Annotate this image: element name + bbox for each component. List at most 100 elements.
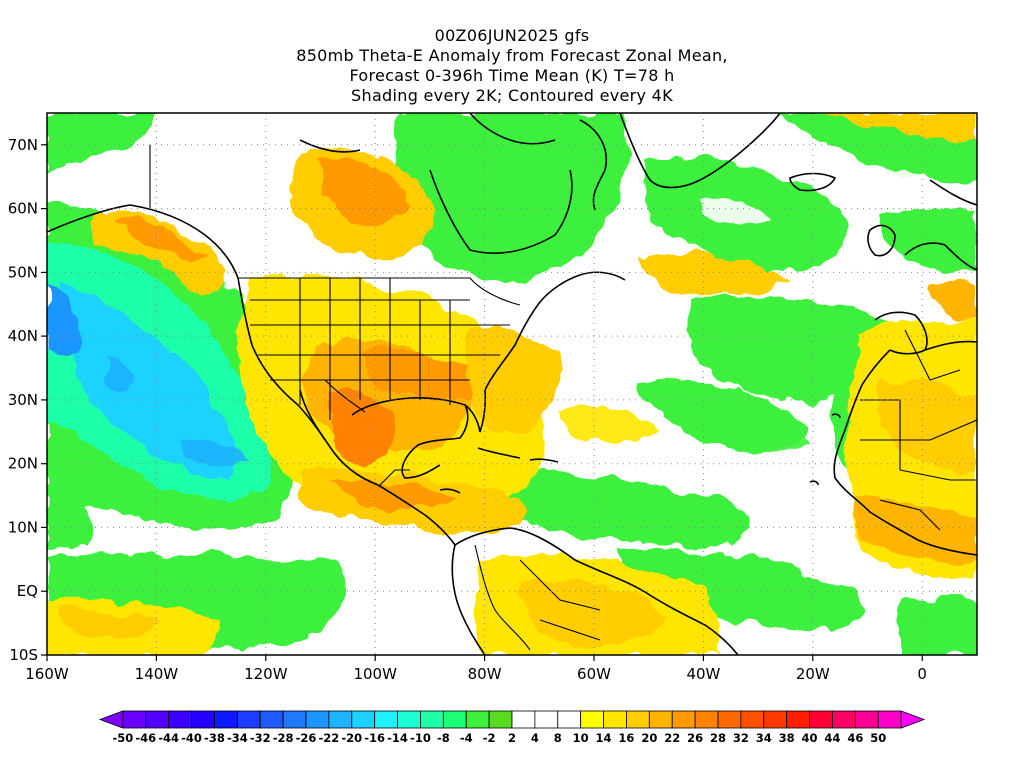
colorbar-label: 10 bbox=[573, 731, 589, 745]
lon-tick-label: 20W bbox=[796, 665, 830, 683]
colorbar-swatch bbox=[786, 710, 810, 729]
colorbar-label: 28 bbox=[710, 731, 726, 745]
colorbar-label: 22 bbox=[664, 731, 680, 745]
colorbar-label: -2 bbox=[483, 731, 496, 745]
political-borders bbox=[149, 145, 977, 651]
lat-tick-label: EQ bbox=[17, 582, 38, 600]
colorbar-swatch bbox=[191, 710, 215, 729]
colorbar-swatch bbox=[626, 710, 650, 729]
colorbar-swatch bbox=[671, 710, 696, 729]
colorbar-label: 44 bbox=[824, 731, 840, 745]
colorbar-swatch bbox=[832, 710, 856, 729]
colorbar-label: -44 bbox=[158, 731, 179, 745]
colorbar-swatch bbox=[557, 710, 582, 729]
colorbar-label: 40 bbox=[802, 731, 818, 745]
colorbar-swatch bbox=[694, 710, 719, 729]
colorbar-label: -16 bbox=[364, 731, 385, 745]
colorbar-labels: -50 -46 -44 -40 -38 -34 -32 -28 -26 -22 -20 -16 -14-… bbox=[112, 731, 886, 745]
lon-tick-label: 0 bbox=[917, 665, 927, 683]
colorbar-label: -34 bbox=[227, 731, 248, 745]
colorbar-label: 8 bbox=[554, 731, 562, 745]
colorbar-swatch bbox=[854, 710, 879, 729]
colorbar-arrow-high bbox=[900, 710, 926, 729]
colorbar-label: -10 bbox=[410, 731, 431, 745]
colorbar-swatch bbox=[397, 710, 421, 729]
lat-tick-label: 20N bbox=[8, 455, 38, 473]
colorbar-swatch bbox=[122, 710, 147, 729]
lon-tick-label: 140W bbox=[135, 665, 179, 683]
colorbar-label: 14 bbox=[596, 731, 612, 745]
lon-tick-label: 120W bbox=[244, 665, 288, 683]
map-title-line-1: 00Z06JUN2025 gfs bbox=[434, 26, 590, 45]
map-title-line-2: 850mb Theta-E Anomaly from Forecast Zona… bbox=[296, 46, 728, 65]
map-title-line-3: Forecast 0-396h Time Mean (K) T=78 h bbox=[349, 66, 675, 85]
map-gridlines bbox=[47, 113, 977, 655]
colorbar-swatch bbox=[488, 710, 513, 729]
colorbar-swatch bbox=[259, 710, 284, 729]
colorbar-label: -32 bbox=[250, 731, 271, 745]
lon-tick-label: 60W bbox=[577, 665, 611, 683]
colorbar-swatch bbox=[420, 710, 444, 729]
colorbar-label: -28 bbox=[273, 731, 294, 745]
lat-tick-label: 10N bbox=[8, 518, 38, 536]
colorbar-label: 38 bbox=[779, 731, 795, 745]
colorbar-swatch bbox=[351, 710, 376, 729]
colorbar-swatch bbox=[168, 710, 192, 729]
lon-tick-label: 160W bbox=[25, 665, 69, 683]
lat-tick-label: 50N bbox=[8, 263, 38, 281]
lon-tick-label: 40W bbox=[686, 665, 720, 683]
colorbar-arrow-low bbox=[98, 710, 124, 729]
colorbar-swatch bbox=[236, 710, 261, 729]
colorbar-swatch bbox=[534, 710, 559, 729]
colorbar-swatch bbox=[717, 710, 742, 729]
colorbar-swatch bbox=[763, 710, 788, 729]
colorbar-label: 26 bbox=[687, 731, 703, 745]
lat-tick-label: 70N bbox=[8, 136, 38, 154]
lat-tick-label: 60N bbox=[8, 200, 38, 218]
colorbar-label: 4 bbox=[531, 731, 539, 745]
colorbar-swatch bbox=[145, 710, 170, 729]
map-title-line-4: Shading every 2K; Contoured every 4K bbox=[351, 86, 673, 105]
colorbar-label: -8 bbox=[437, 731, 450, 745]
colorbar-label: 16 bbox=[618, 731, 634, 745]
lon-tick-label: 80W bbox=[468, 665, 502, 683]
colorbar-label: -40 bbox=[181, 731, 202, 745]
colorbar-swatch bbox=[374, 710, 398, 729]
colorbar-label: -14 bbox=[387, 731, 408, 745]
colorbar-swatch bbox=[465, 710, 490, 729]
colorbar-swatch bbox=[282, 710, 307, 729]
colorbar-label: 20 bbox=[641, 731, 657, 745]
colorbar-swatch bbox=[877, 710, 902, 729]
colorbar-swatch bbox=[214, 710, 238, 729]
anomaly-shading bbox=[47, 113, 977, 655]
colorbar-swatch bbox=[809, 710, 833, 729]
colorbar-label: -50 bbox=[112, 731, 133, 745]
colorbar-label: -38 bbox=[204, 731, 225, 745]
lon-tick-label: 100W bbox=[353, 665, 397, 683]
colorbar-label: 46 bbox=[847, 731, 863, 745]
colorbar bbox=[98, 710, 926, 729]
lat-tick-label: 30N bbox=[8, 391, 38, 409]
colorbar-swatch bbox=[603, 710, 627, 729]
colorbar-swatch bbox=[442, 710, 467, 729]
colorbar-swatch bbox=[580, 710, 604, 729]
colorbar-label: -22 bbox=[318, 731, 339, 745]
colorbar-swatch bbox=[328, 710, 353, 729]
colorbar-label: -4 bbox=[460, 731, 473, 745]
colorbar-label: -26 bbox=[296, 731, 317, 745]
colorbar-label: 2 bbox=[508, 731, 516, 745]
colorbar-swatch bbox=[648, 710, 673, 729]
colorbar-swatch bbox=[305, 710, 330, 729]
colorbar-label: 32 bbox=[733, 731, 749, 745]
colorbar-label: -20 bbox=[341, 731, 362, 745]
colorbar-label: -46 bbox=[135, 731, 156, 745]
axis-tick-marks bbox=[41, 144, 923, 661]
map-frame bbox=[46, 112, 978, 656]
colorbar-swatch bbox=[740, 710, 765, 729]
colorbar-swatch bbox=[511, 710, 536, 729]
lat-tick-label: 10S bbox=[9, 646, 38, 664]
lat-tick-label: 40N bbox=[8, 327, 38, 345]
colorbar-label: 50 bbox=[870, 731, 886, 745]
colorbar-label: 34 bbox=[756, 731, 772, 745]
